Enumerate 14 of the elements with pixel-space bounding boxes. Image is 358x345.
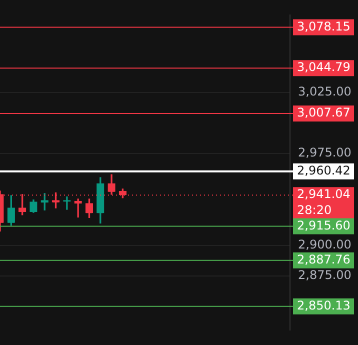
y-tick-label: 2,975.00 (298, 146, 352, 160)
candlestick (63, 196, 71, 210)
y-tick-label: 2,875.00 (298, 268, 352, 282)
y-tick-label: 2,900.00 (298, 237, 352, 252)
ref-line-label: 2,960.42 (297, 164, 350, 178)
ref-line-label: 2,887.76 (297, 252, 350, 266)
ref-line-label: 3,044.79 (297, 60, 350, 74)
candlestick (74, 198, 82, 218)
ref-line-label: 3,007.67 (297, 106, 350, 120)
ref-line-label: 2,850.13 (297, 298, 350, 313)
ref-line-label: 3,078.15 (297, 19, 350, 34)
ref-line-label: 2,941.04 28:20 (297, 187, 350, 218)
y-tick-label: 3,025.00 (298, 84, 352, 98)
ref-line-label: 2,915.60 (297, 218, 350, 232)
